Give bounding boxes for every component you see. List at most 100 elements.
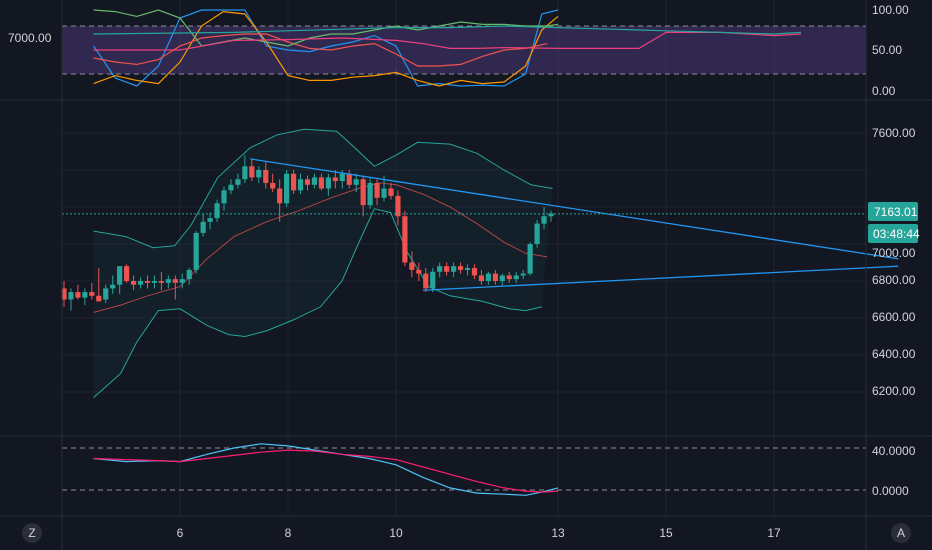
trendline[interactable] bbox=[422, 265, 899, 291]
candle bbox=[221, 186, 227, 211]
candle bbox=[485, 271, 491, 285]
timezone-button[interactable]: Z bbox=[22, 523, 42, 543]
candle-body bbox=[464, 268, 471, 270]
candle bbox=[214, 199, 220, 222]
candle bbox=[402, 210, 408, 267]
price-tick-6200: 6200.00 bbox=[872, 384, 916, 398]
candle bbox=[103, 284, 109, 304]
price-tick-7000: 7000.00 bbox=[872, 246, 916, 260]
candle bbox=[144, 275, 151, 289]
candle bbox=[409, 251, 415, 278]
price-pane[interactable] bbox=[61, 128, 899, 398]
candle-body bbox=[367, 182, 373, 206]
candle-body bbox=[158, 281, 164, 283]
candle bbox=[304, 175, 311, 191]
candle bbox=[430, 268, 436, 293]
bollinger-upper-band bbox=[93, 128, 553, 249]
triangle-trendlines[interactable] bbox=[250, 158, 899, 291]
candle-body bbox=[89, 292, 95, 296]
candle-body bbox=[325, 177, 331, 189]
candle bbox=[117, 266, 123, 294]
candle bbox=[158, 271, 164, 291]
candle bbox=[179, 273, 185, 289]
candle-body bbox=[374, 182, 380, 198]
bollinger-fill bbox=[93, 129, 553, 398]
candle-body bbox=[96, 295, 102, 302]
candle bbox=[478, 269, 485, 285]
candle-body bbox=[214, 203, 220, 219]
candle bbox=[541, 207, 547, 230]
candle-body bbox=[165, 279, 171, 283]
candle bbox=[506, 271, 512, 283]
candle-body bbox=[339, 173, 345, 182]
time-tick-10: 10 bbox=[389, 526, 403, 540]
candle bbox=[534, 219, 540, 248]
candle-body bbox=[541, 216, 547, 224]
candle bbox=[332, 170, 338, 189]
timezone-button-label: Z bbox=[28, 526, 35, 540]
osc-tick-0: 0.00 bbox=[872, 84, 896, 98]
candle bbox=[374, 179, 380, 206]
candle-body bbox=[332, 177, 338, 182]
candle-body bbox=[499, 275, 505, 281]
auto-scale-button-label: A bbox=[897, 526, 905, 540]
candle bbox=[75, 284, 81, 300]
candle-body bbox=[124, 266, 130, 281]
candle-body bbox=[318, 177, 325, 189]
price-axis[interactable]: 100.00 50.00 0.00 7600.00 6800.00 6600.0… bbox=[868, 3, 920, 498]
oscillator-series bbox=[93, 33, 548, 67]
candle bbox=[61, 281, 67, 307]
candle bbox=[353, 173, 359, 193]
rsi-band bbox=[62, 26, 866, 74]
time-tick-13: 13 bbox=[551, 526, 565, 540]
candle bbox=[186, 268, 192, 285]
candle-body bbox=[270, 182, 276, 189]
candle-body bbox=[207, 218, 213, 222]
candle-body bbox=[513, 275, 519, 280]
time-axis[interactable]: 6 8 10 13 15 17 bbox=[177, 526, 781, 540]
candle bbox=[270, 173, 276, 193]
candle bbox=[367, 177, 373, 209]
trendline[interactable] bbox=[250, 158, 899, 260]
candle bbox=[284, 170, 290, 207]
candle-body bbox=[423, 273, 429, 289]
price-tick-7600: 7600.00 bbox=[872, 126, 916, 140]
candle-body bbox=[353, 179, 359, 185]
candle bbox=[207, 212, 213, 230]
oscillator-pane[interactable]: 7000.00 bbox=[8, 9, 866, 87]
candle-body bbox=[193, 232, 199, 270]
candlesticks bbox=[61, 155, 554, 311]
candle bbox=[277, 179, 283, 222]
candle-body bbox=[304, 179, 311, 185]
candle bbox=[548, 210, 554, 222]
macd-pane[interactable] bbox=[62, 443, 866, 496]
current-price-label-bg bbox=[868, 202, 918, 221]
candle-body bbox=[130, 281, 137, 285]
candle bbox=[228, 179, 234, 195]
candle bbox=[527, 242, 533, 276]
candle-body bbox=[437, 266, 443, 272]
candle-body bbox=[388, 188, 394, 196]
candle bbox=[130, 275, 137, 291]
candle bbox=[457, 262, 464, 274]
candle bbox=[256, 166, 262, 183]
candle-body bbox=[117, 266, 123, 285]
candle bbox=[388, 182, 394, 200]
candle-body bbox=[402, 216, 408, 263]
candle-body bbox=[151, 281, 158, 283]
candle-body bbox=[381, 188, 387, 198]
oscillator-series bbox=[93, 31, 802, 51]
candle-body bbox=[527, 244, 533, 274]
time-tick-17: 17 bbox=[767, 526, 781, 540]
auto-scale-button[interactable]: A bbox=[891, 523, 911, 543]
bollinger-basis bbox=[93, 182, 548, 313]
candle bbox=[165, 275, 171, 289]
candle bbox=[464, 264, 471, 276]
candle bbox=[416, 262, 422, 281]
grid-lines bbox=[62, 0, 866, 516]
candle-body bbox=[200, 221, 206, 233]
countdown-label-bg bbox=[868, 224, 918, 243]
osc-tick-50: 50.00 bbox=[872, 43, 902, 57]
oscillator-lines bbox=[93, 9, 802, 87]
